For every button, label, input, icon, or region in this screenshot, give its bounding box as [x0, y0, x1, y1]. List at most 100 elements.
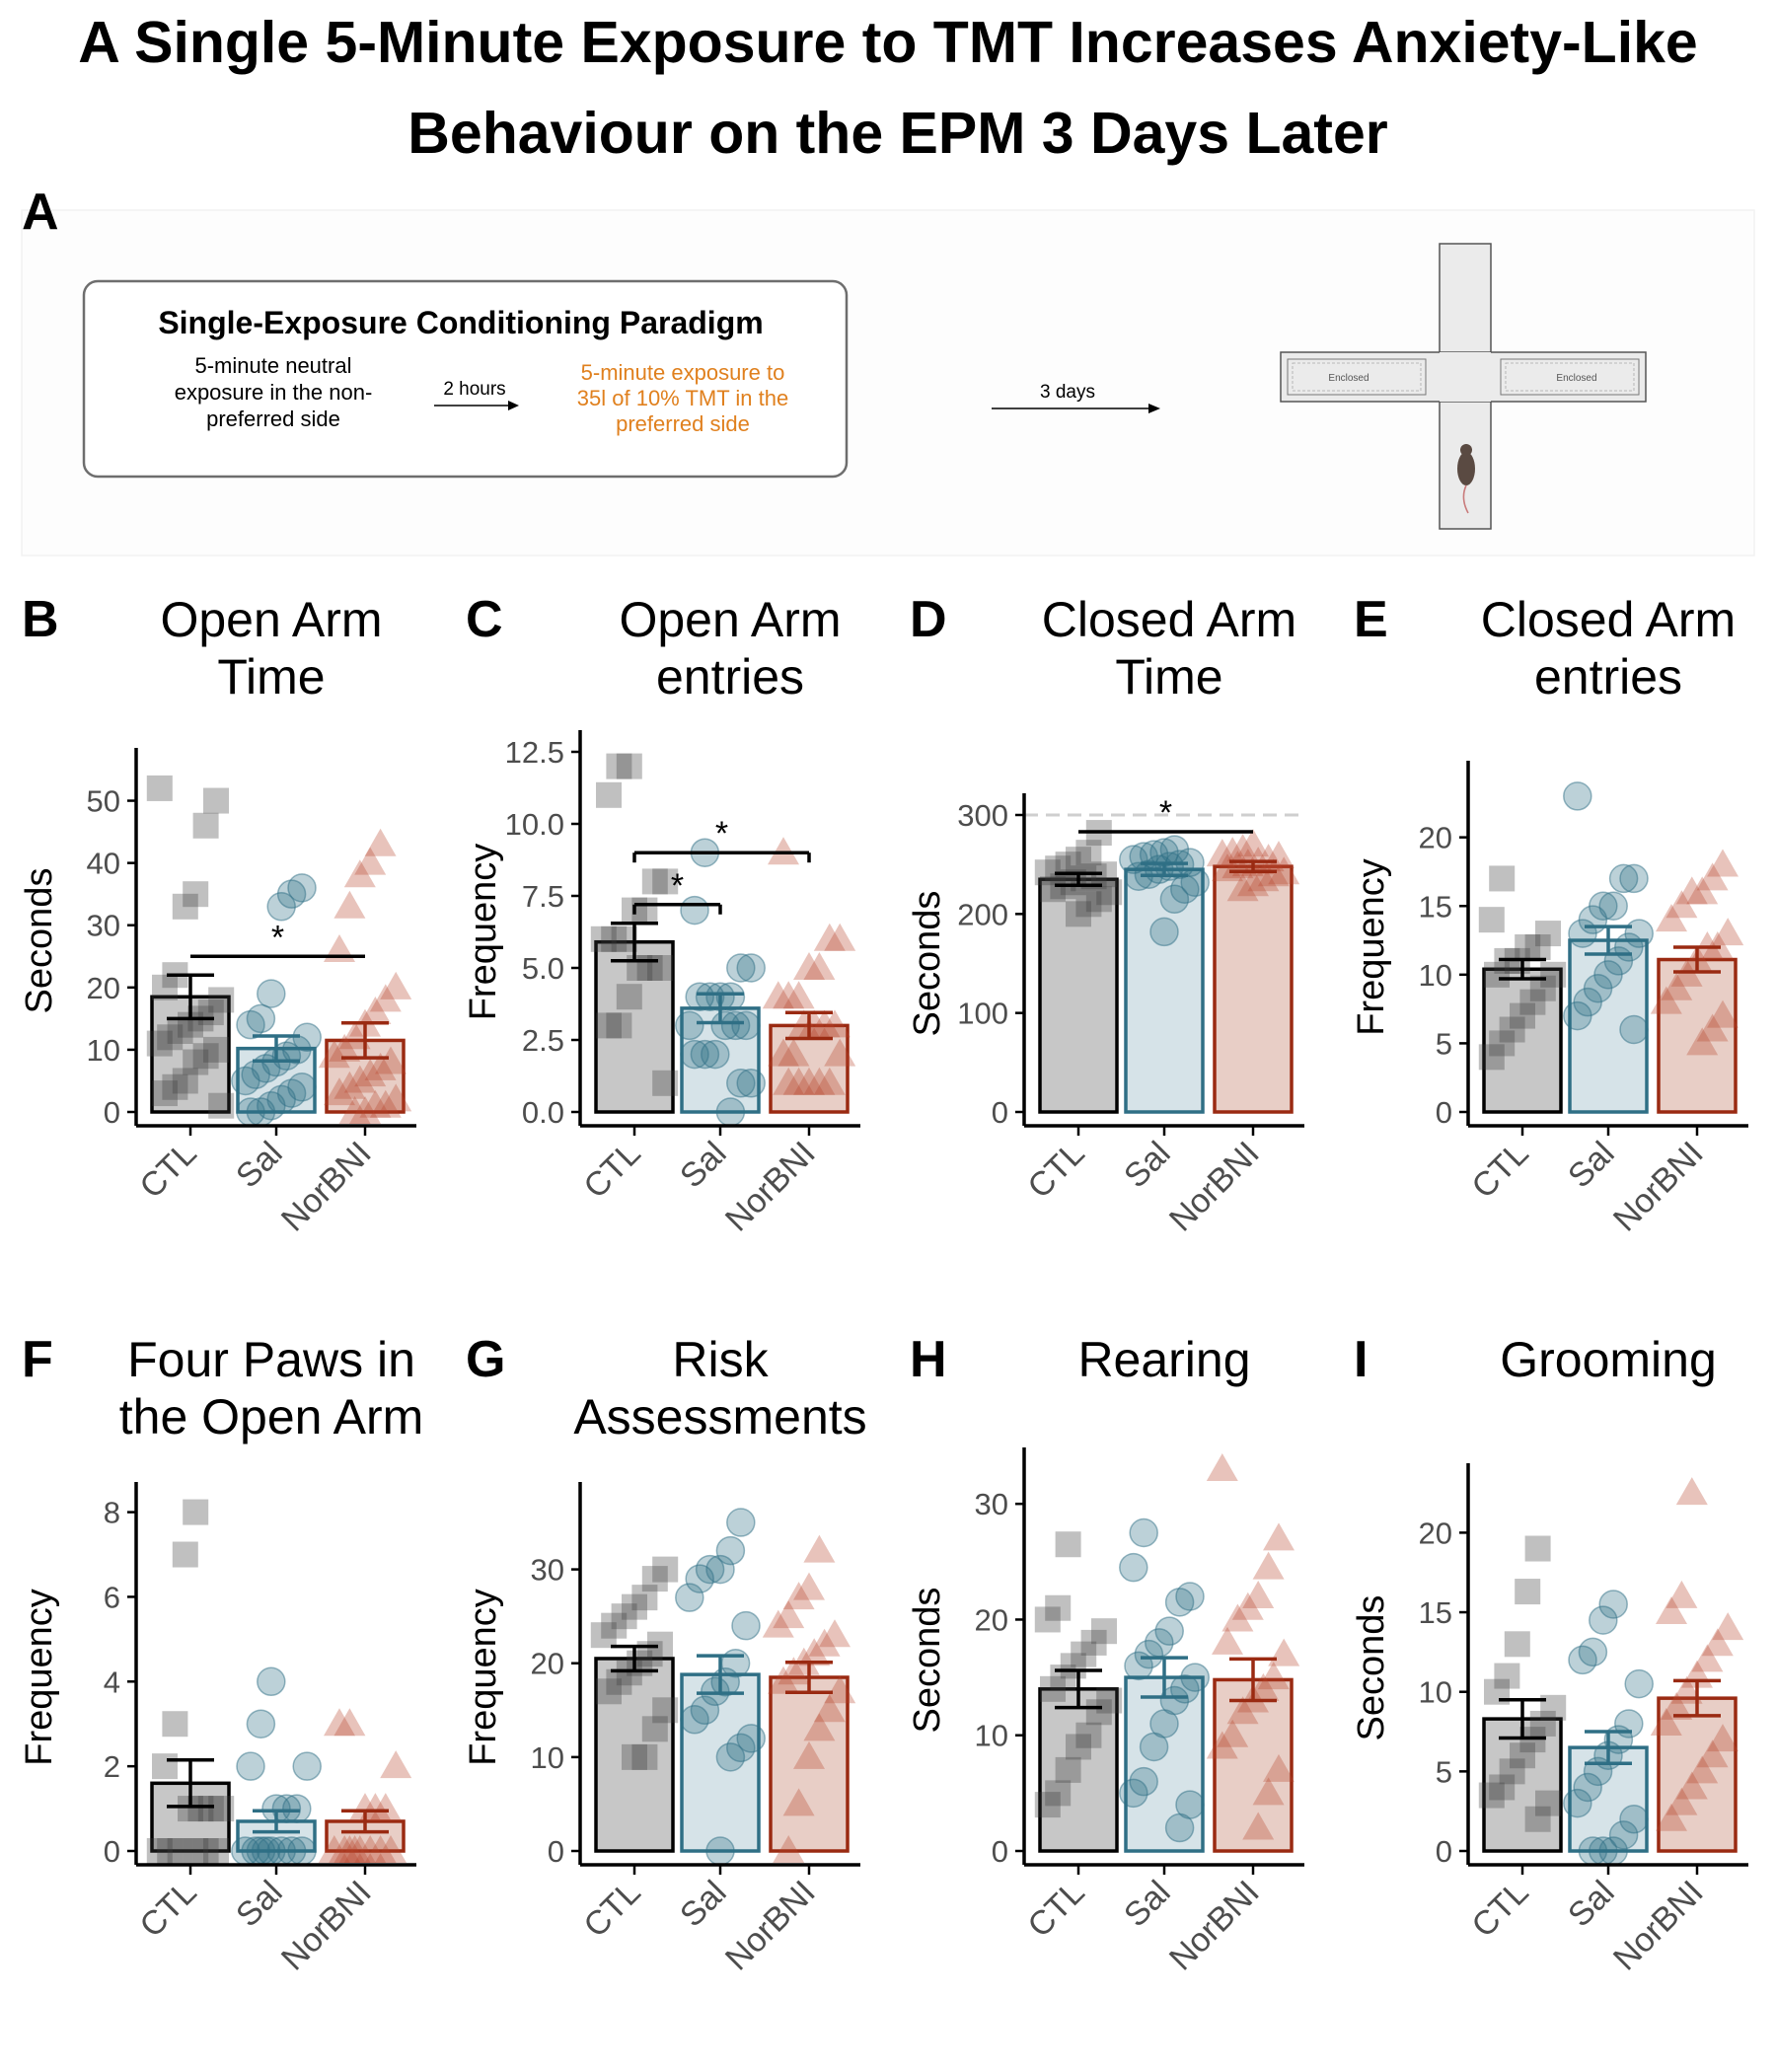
data-point-norbni	[349, 1793, 381, 1821]
y-tick-label: 0.0	[522, 1095, 564, 1130]
x-tick-label-sal: Sal	[229, 1135, 290, 1196]
data-point-sal	[675, 1010, 704, 1041]
y-tick-label: 15	[1419, 1595, 1452, 1630]
y-tick-label: 30	[975, 1487, 1008, 1521]
significance-star: *	[715, 815, 728, 852]
y-tick-label: 20	[1419, 1516, 1452, 1550]
panel-letter: G	[466, 1331, 505, 1388]
data-point-norbni	[1252, 1551, 1285, 1580]
data-point-ctl	[1066, 1734, 1091, 1760]
data-point-ctl	[1535, 1790, 1561, 1816]
data-point-norbni	[333, 1835, 366, 1863]
data-point-ctl	[183, 881, 209, 908]
bar-ctl	[1038, 877, 1119, 1114]
data-point-norbni	[1206, 1731, 1238, 1759]
data-point-ctl	[616, 984, 642, 1010]
data-point-ctl	[1524, 934, 1551, 960]
step2-line-1: 5-minute exposure to	[581, 360, 785, 385]
data-point-ctl	[1484, 961, 1510, 988]
y-tick-label: 0	[992, 1834, 1008, 1869]
data-point-sal	[1129, 1517, 1158, 1548]
data-point-norbni	[375, 1835, 407, 1863]
data-point-norbni	[762, 1609, 794, 1638]
mouse-icon	[1457, 444, 1475, 514]
data-point-norbni	[338, 1021, 371, 1050]
data-point-ctl	[157, 1838, 184, 1864]
data-point-norbni	[1226, 1696, 1259, 1725]
data-point-norbni	[1665, 890, 1698, 919]
data-point-norbni	[369, 984, 402, 1012]
data-point-norbni	[1686, 1755, 1719, 1784]
data-point-ctl	[152, 974, 178, 1000]
data-point-ctl	[1066, 901, 1091, 927]
data-point-sal	[736, 1069, 766, 1098]
data-point-sal	[1608, 1820, 1639, 1850]
x-tick-label-sal: Sal	[229, 1874, 290, 1935]
data-point-norbni	[793, 952, 825, 980]
data-point-norbni	[777, 1038, 810, 1067]
data-point-sal	[705, 1836, 735, 1866]
paradigm-box	[82, 279, 849, 479]
error-bar-sal	[697, 992, 744, 1025]
data-point-norbni	[1268, 1638, 1300, 1666]
y-axis-label: Frequency	[19, 1589, 60, 1766]
data-point-ctl	[197, 999, 224, 1026]
y-tick-label: 15	[1419, 889, 1452, 924]
data-point-sal	[731, 1010, 761, 1041]
y-axis-label: Seconds	[19, 868, 60, 1014]
data-point-sal	[1598, 891, 1628, 921]
panel-title-line: Closed Arm	[1481, 592, 1736, 647]
data-point-norbni	[1675, 1477, 1708, 1506]
data-point-norbni	[1247, 1672, 1280, 1701]
data-point-norbni	[824, 923, 856, 951]
data-point-sal	[1159, 884, 1190, 915]
data-point-ctl	[647, 1631, 673, 1658]
error-bar-norbni	[1229, 859, 1277, 873]
y-tick-label: 0	[1436, 1095, 1452, 1130]
data-point-ctl	[641, 1716, 668, 1742]
data-point-norbni	[1242, 1581, 1275, 1608]
error-bar-norbni	[1673, 945, 1721, 974]
data-point-norbni	[354, 1835, 387, 1863]
data-point-norbni	[1665, 1580, 1698, 1608]
data-point-ctl	[1535, 921, 1561, 947]
data-point-ctl	[183, 1049, 209, 1075]
data-point-ctl	[167, 1838, 193, 1864]
panel-letter: D	[910, 591, 947, 648]
data-point-sal	[1119, 1552, 1148, 1583]
data-point-norbni	[1686, 1027, 1719, 1056]
error-bar-ctl	[611, 1644, 658, 1673]
data-point-ctl	[1080, 1629, 1107, 1656]
data-point-norbni	[798, 1009, 831, 1038]
data-point-norbni	[803, 1534, 836, 1563]
y-axis-label: Frequency	[463, 844, 504, 1021]
y-tick-label: 10	[1419, 1675, 1452, 1710]
bar-ctl	[594, 939, 675, 1114]
error-bar-ctl	[1055, 1668, 1102, 1710]
figure-title-line-1: A Single 5-Minute Exposure to TMT Increa…	[78, 10, 1697, 75]
data-point-ctl	[197, 1796, 224, 1822]
data-point-ctl	[611, 1603, 637, 1630]
error-bar-norbni	[1229, 1657, 1277, 1703]
paradigm-title: Single-Exposure Conditioning Paradigm	[158, 305, 763, 340]
data-point-norbni	[329, 1033, 361, 1062]
panel-title-line: Open Arm	[160, 592, 382, 647]
bar-sal	[1124, 1675, 1205, 1853]
y-tick-label: 0	[992, 1095, 1008, 1130]
data-point-sal	[257, 1666, 286, 1697]
data-point-sal	[1578, 1836, 1608, 1866]
data-point-sal	[1573, 1772, 1602, 1803]
data-point-norbni	[768, 1665, 799, 1694]
data-point-ctl	[208, 1796, 235, 1822]
step1-line-3: preferred side	[206, 407, 340, 431]
data-point-norbni	[768, 1038, 799, 1067]
data-point-ctl	[652, 1556, 679, 1583]
bar-norbni	[1657, 1696, 1738, 1853]
data-point-ctl	[601, 925, 628, 952]
y-tick-label: 5	[1436, 1026, 1452, 1061]
data-point-norbni	[1686, 876, 1719, 905]
data-point-ctl	[172, 1541, 198, 1568]
bar-sal	[1124, 867, 1205, 1114]
